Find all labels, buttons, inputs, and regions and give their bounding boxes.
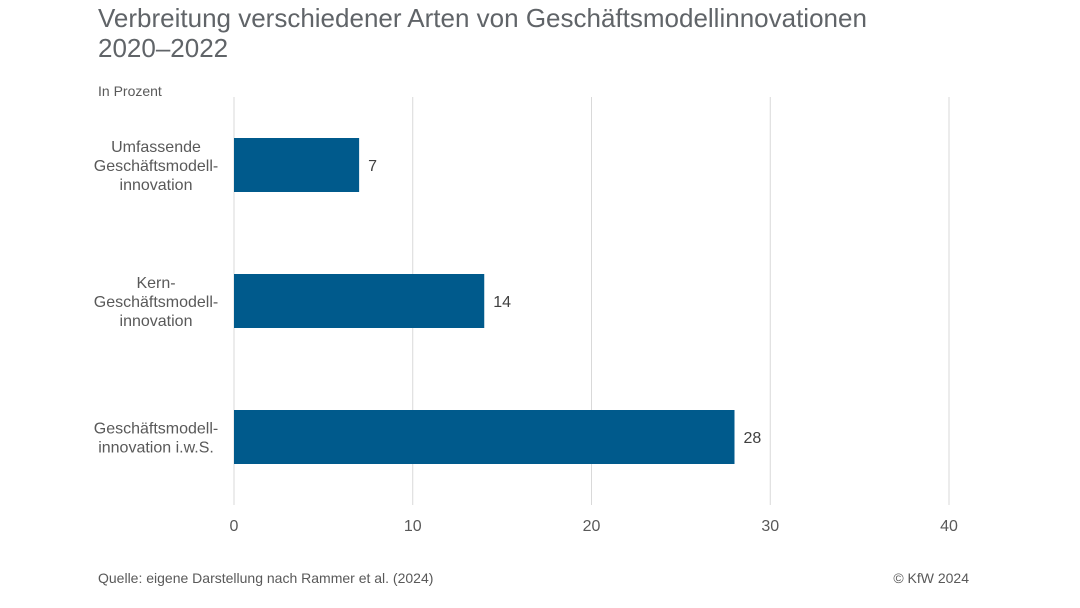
- chart-title-line-2: 2020–2022: [98, 33, 229, 63]
- category-label: Geschäftsmodell-: [94, 294, 219, 311]
- x-tick-label: 30: [761, 518, 779, 535]
- bar: [234, 410, 735, 464]
- x-tick-label: 10: [404, 518, 422, 535]
- category-label: Geschäftsmodell-: [94, 421, 219, 438]
- chart-title: Verbreitung verschiedener Arten von Gesc…: [98, 3, 998, 63]
- unit-label: In Prozent: [98, 83, 162, 99]
- x-tick-label: 20: [583, 518, 601, 535]
- x-tick-label: 0: [230, 518, 239, 535]
- category-label: innovation: [120, 177, 193, 194]
- category-label: innovation i.w.S.: [98, 440, 214, 457]
- data-label: 28: [744, 430, 762, 447]
- source-note: Quelle: eigene Darstellung nach Rammer e…: [98, 570, 434, 586]
- bar: [234, 274, 485, 328]
- data-label: 14: [493, 294, 511, 311]
- x-tick-label: 40: [940, 518, 958, 535]
- category-label: Umfassende: [111, 139, 201, 156]
- chart-title-line-1: Verbreitung verschiedener Arten von Gesc…: [98, 3, 867, 33]
- category-label: Kern-: [136, 275, 175, 292]
- copyright-note: © KfW 2024: [893, 570, 969, 586]
- category-label: innovation: [120, 313, 193, 330]
- data-label: 7: [368, 158, 377, 175]
- bar: [234, 138, 360, 192]
- category-label: Geschäftsmodell-: [94, 158, 219, 175]
